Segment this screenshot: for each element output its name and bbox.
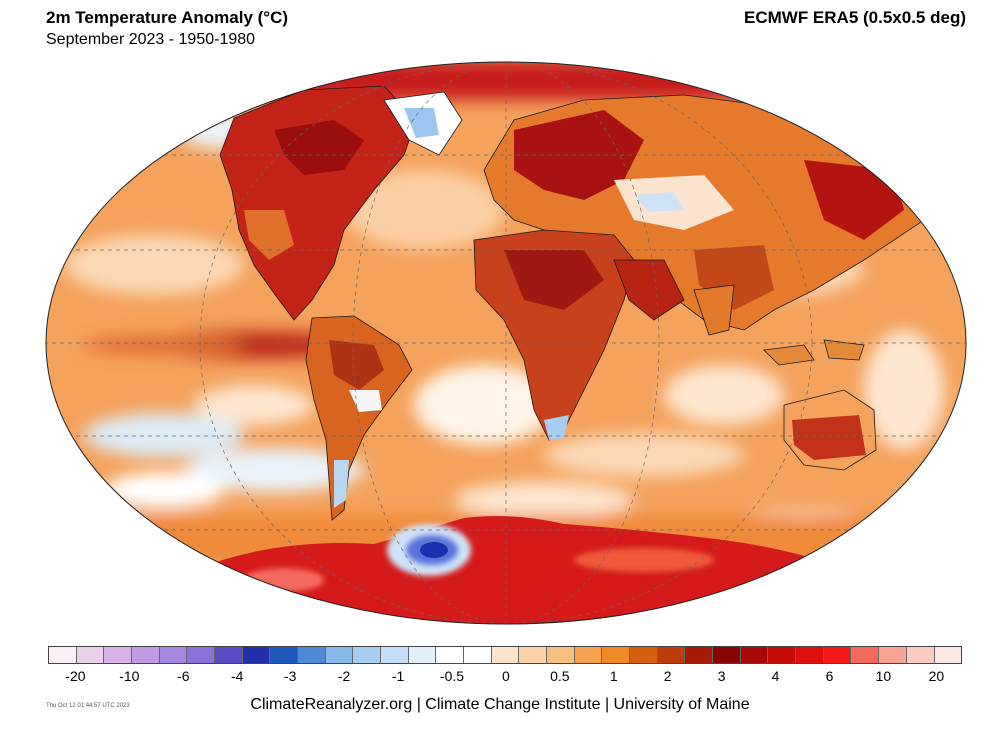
colorbar-swatch: [298, 647, 326, 663]
colorbar-swatch: [353, 647, 382, 663]
colorbar-swatch: [491, 647, 520, 663]
colorbar-swatch: [408, 647, 437, 663]
colorbar-swatch: [851, 647, 880, 663]
middle-east-india: [613, 259, 735, 336]
antarctica: [174, 516, 854, 624]
colorbar-swatch: [602, 647, 631, 663]
map-subtitle: September 2023 - 1950-1980: [46, 31, 256, 48]
colorbar-swatch: [381, 647, 409, 663]
graticule: [46, 62, 966, 624]
eurasia: [483, 94, 925, 331]
colorbar-swatch: [76, 647, 105, 663]
colorbar-swatch: [325, 647, 354, 663]
colorbar-swatch: [547, 647, 575, 663]
colorbar-tick-label: -20: [65, 668, 86, 684]
colorbar-tick-label: -3: [283, 668, 297, 684]
colorbar-swatch: [713, 647, 741, 663]
colorbar-tick-label: 4: [771, 668, 780, 684]
colorbar-tick-label: -0.5: [439, 668, 465, 684]
colorbar-tick-label: -4: [230, 668, 244, 684]
colorbar-tick-label: 1: [609, 668, 618, 684]
colorbar-swatch: [879, 647, 907, 663]
colorbar-swatch: [768, 647, 797, 663]
credit-line: ClimateReanalyzer.org | Climate Change I…: [250, 696, 750, 713]
colorbar-swatch: [270, 647, 299, 663]
colorbar-tick-label: 20: [928, 668, 945, 684]
colorbar-swatch: [823, 647, 852, 663]
colorbar-tick-label: 2: [663, 668, 672, 684]
australia: [783, 389, 877, 471]
colorbar-tick-label: -10: [119, 668, 140, 684]
colorbar-swatch: [49, 647, 77, 663]
colorbar-ticks: -20 -10 -6 -4 -3 -2 -1 -0.5 0 0.5 1 2 3 4 6 10 20: [48, 668, 962, 688]
colorbar-swatch: [740, 647, 769, 663]
se-asia-islands: [763, 339, 865, 366]
colorbar-swatch: [657, 647, 686, 663]
colorbar-swatch: [436, 647, 465, 663]
colorbar-tick-label: 3: [717, 668, 726, 684]
map-title: 2m Temperature Anomaly (°C): [46, 8, 289, 27]
colorbar-tick-label: 6: [825, 668, 834, 684]
colorbar-swatch: [685, 647, 714, 663]
world-anomaly-map: [44, 60, 968, 626]
colorbar-swatch: [906, 647, 935, 663]
colorbar-swatch: [519, 647, 548, 663]
colorbar-swatch: [796, 647, 824, 663]
colorbar-swatch: [464, 647, 492, 663]
colorbar-tick-label: -1: [391, 668, 405, 684]
colorbar-swatch: [574, 647, 603, 663]
colorbar-tick-label: 0.5: [550, 668, 570, 684]
colorbar-swatch: [630, 647, 658, 663]
africa: [473, 229, 635, 441]
colorbar-swatch: [187, 647, 216, 663]
colorbar-tick-label: -2: [337, 668, 351, 684]
colorbar-legend: [48, 646, 962, 664]
map-svg: [45, 61, 967, 625]
render-timestamp: Thu Oct 12 01:44:57 UTC 2023: [46, 703, 130, 709]
map-border: [45, 61, 967, 625]
south-america: [305, 315, 413, 521]
colorbar-tick-label: -6: [177, 668, 190, 684]
colorbar-swatch: [132, 647, 160, 663]
colorbar-swatch: [934, 647, 962, 663]
north-america: [219, 85, 463, 321]
data-source-label: ECMWF ERA5 (0.5x0.5 deg): [744, 8, 966, 27]
colorbar-tick-label: 0: [502, 668, 510, 684]
colorbar-swatch: [104, 647, 133, 663]
colorbar-swatch: [215, 647, 243, 663]
colorbar-swatch: [242, 647, 271, 663]
colorbar-swatch: [159, 647, 188, 663]
colorbar-tick-label: 10: [875, 668, 892, 684]
